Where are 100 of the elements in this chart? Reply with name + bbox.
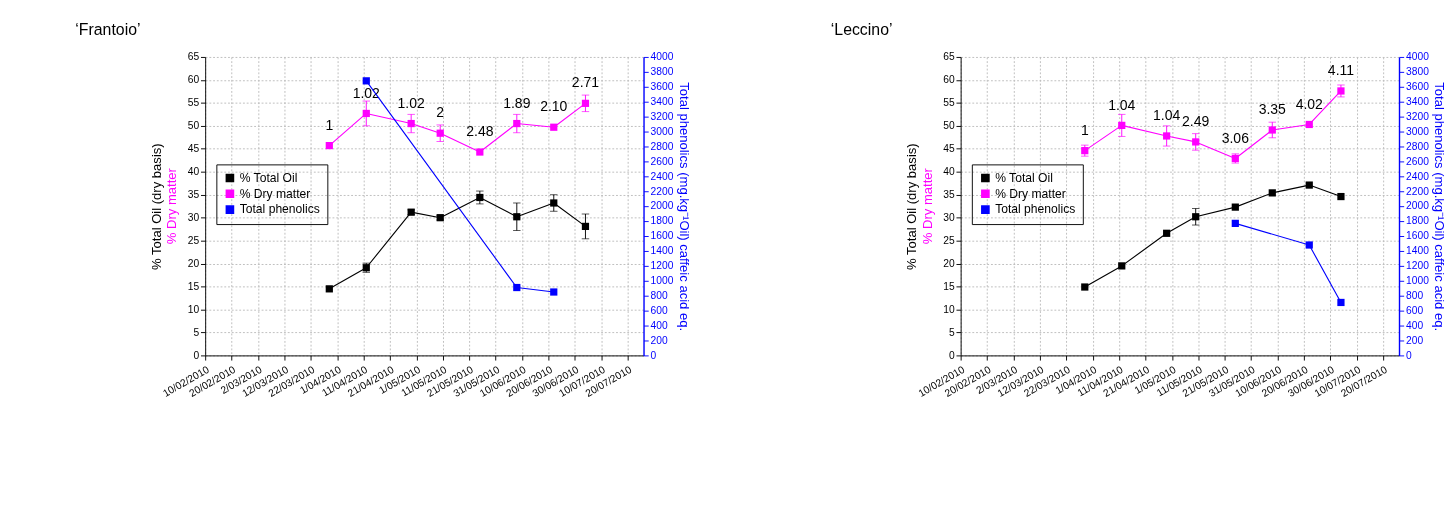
y-tick-label: 30 xyxy=(187,211,200,223)
annotation: 4.11 xyxy=(1327,62,1355,79)
annotation: 1 xyxy=(1080,121,1089,138)
y2-axis-title: Total phenolics (mg.kg⁻¹Oil) caffeic acid eq. xyxy=(1432,82,1448,332)
y2-tick-label: 200 xyxy=(650,334,668,346)
legend-label: % Dry matter xyxy=(239,186,311,201)
y-tick-label: 35 xyxy=(187,188,200,200)
y2-tick-label: 600 xyxy=(650,304,668,316)
annotation: 3.06 xyxy=(1221,129,1250,146)
y2-tick-label: 200 xyxy=(1406,334,1424,346)
text: % Dry matter xyxy=(164,167,180,245)
point xyxy=(1268,126,1276,134)
y-tick-label: 60 xyxy=(943,74,955,86)
y-tick-label: 45 xyxy=(187,143,200,155)
y2-tick-label: 600 xyxy=(1406,304,1424,316)
chart-title: ‘Frantoio’ xyxy=(75,20,141,38)
annotation: 2.49 xyxy=(1182,113,1210,130)
point xyxy=(476,148,484,156)
point xyxy=(550,288,558,296)
legend-label: Total phenolics xyxy=(239,202,320,217)
annotation: 2.10 xyxy=(540,98,568,115)
y-tick-label: 50 xyxy=(187,120,200,132)
y-tick-label: 5 xyxy=(948,326,955,338)
y2-tick-label: 1200 xyxy=(1406,260,1430,272)
y-tick-label: 20 xyxy=(943,257,955,269)
point xyxy=(1192,138,1200,146)
y2-tick-label: 2200 xyxy=(1406,185,1430,197)
y2-tick-label: 2600 xyxy=(1406,155,1430,167)
y2-tick-label: 800 xyxy=(650,290,668,301)
legend-label: % Total Oil xyxy=(239,170,298,185)
point xyxy=(1305,181,1313,189)
y-tick-label: 50 xyxy=(943,120,955,132)
point xyxy=(1305,120,1313,129)
y2-tick-label: 3000 xyxy=(650,125,674,137)
y2-tick-label: 2800 xyxy=(650,140,674,152)
y-tick-label: 15 xyxy=(943,280,955,292)
y2-tick-label: 400 xyxy=(650,319,668,331)
y-tick-label: 10 xyxy=(187,303,200,315)
y-axis-title: % Total Oil (dry basis) xyxy=(904,143,920,270)
annotation: 1 xyxy=(325,116,334,133)
y-tick-label: 20 xyxy=(187,257,200,269)
annotation: 2.71 xyxy=(571,74,600,91)
y2-tick-label: 2600 xyxy=(650,155,674,167)
y2-tick-label: 1600 xyxy=(650,230,674,242)
y-tick-label: 65 xyxy=(187,51,200,63)
y2-tick-label: 1400 xyxy=(650,245,674,257)
annotation: 4.02 xyxy=(1295,95,1324,112)
y2-tick-label: 3400 xyxy=(1406,96,1430,107)
point xyxy=(1163,229,1171,237)
y2-tick-label: 3400 xyxy=(650,96,674,107)
point xyxy=(1268,189,1276,197)
y2-tick-label: 2200 xyxy=(650,185,674,197)
y2-tick-label: 2800 xyxy=(1406,140,1430,152)
y2-tick-label: 1800 xyxy=(650,215,674,227)
y-tick-label: 55 xyxy=(943,97,955,109)
y-tick-label: 25 xyxy=(943,234,955,246)
y-tick-label: 0 xyxy=(948,349,955,361)
annotation: 1.04 xyxy=(1153,107,1181,124)
y-tick-label: 60 xyxy=(187,74,200,86)
y2-tick-label: 0 xyxy=(650,349,657,361)
point xyxy=(325,141,333,150)
y2-tick-label: 1200 xyxy=(650,260,674,272)
point xyxy=(325,285,333,293)
y-tick-label: 65 xyxy=(943,51,955,63)
y2-tick-label: 1800 xyxy=(1406,215,1430,227)
annotation: 3.35 xyxy=(1258,101,1287,118)
y-tick-label: 0 xyxy=(193,349,200,361)
y2-tick-label: 400 xyxy=(1406,319,1424,331)
annotation: 2 xyxy=(436,104,445,121)
y2-tick-label: 4000 xyxy=(1406,51,1430,63)
y-tick-label: 25 xyxy=(187,234,200,246)
point xyxy=(1305,241,1313,249)
y2-tick-label: 3800 xyxy=(650,66,674,78)
point xyxy=(513,283,521,292)
y2-tick-label: 3800 xyxy=(1406,66,1430,78)
y2-tick-label: 3600 xyxy=(1406,81,1430,93)
text: % Dry matter xyxy=(919,167,935,245)
y2-tick-label: 4000 xyxy=(650,51,674,63)
y-tick-label: 35 xyxy=(943,188,955,200)
point xyxy=(550,199,558,207)
point xyxy=(1231,219,1239,227)
annotation: 2.48 xyxy=(466,123,494,140)
point xyxy=(1163,132,1171,140)
y-tick-label: 45 xyxy=(943,143,955,155)
annotation: 1.02 xyxy=(397,94,425,111)
y-tick-label: 55 xyxy=(187,97,200,109)
chart-title: ‘Leccino’ xyxy=(830,20,893,38)
point xyxy=(1118,262,1126,270)
point xyxy=(362,77,370,85)
point xyxy=(1337,192,1345,201)
y2-tick-label: 800 xyxy=(1406,290,1424,301)
point xyxy=(550,123,558,131)
y-tick-label: 10 xyxy=(943,303,955,315)
y2-tick-label: 1000 xyxy=(1406,275,1430,287)
y2-axis-title: Total phenolics (mg.kg⁻¹Oil) caffeic acid eq. xyxy=(676,82,692,332)
annotation: 1.89 xyxy=(503,94,531,111)
legend-label: % Dry matter xyxy=(995,186,1066,201)
y2-tick-label: 1400 xyxy=(1406,245,1430,257)
legend-label: Total phenolics xyxy=(995,202,1076,217)
point xyxy=(1231,203,1239,211)
